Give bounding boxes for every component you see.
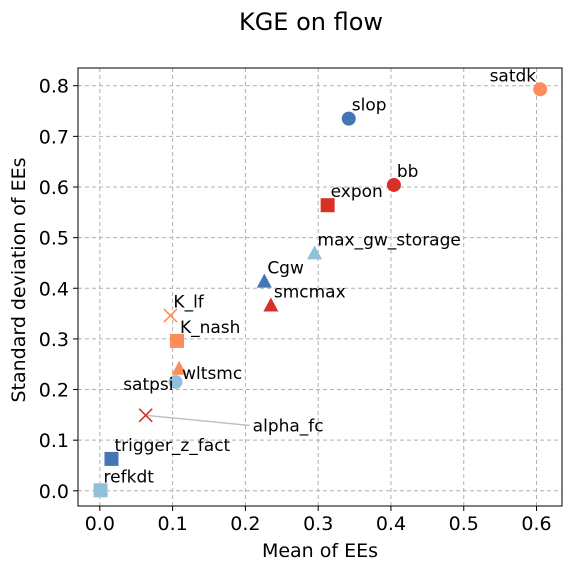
data-points bbox=[93, 82, 548, 498]
point-slop-label: slop bbox=[352, 96, 387, 116]
y-tick-label: 0.6 bbox=[39, 177, 69, 199]
point-max-gw-storage-label: max_gw_storage bbox=[318, 230, 461, 250]
point-slop bbox=[341, 111, 356, 126]
y-tick-label: 0.3 bbox=[39, 329, 69, 351]
point-k-lf bbox=[163, 308, 178, 323]
point-cgw bbox=[256, 273, 272, 288]
point-satpsi-label: satpsi bbox=[123, 375, 173, 395]
point-smcmax-label: smcmax bbox=[274, 282, 346, 302]
y-tick-label: 0.5 bbox=[39, 228, 69, 250]
point-wltsmc bbox=[171, 360, 187, 375]
point-trigger-z-fact-label: trigger_z_fact bbox=[114, 436, 230, 456]
x-axis-label: Mean of EEs bbox=[262, 540, 378, 562]
point-satdk bbox=[533, 82, 548, 97]
point-expon bbox=[320, 198, 335, 213]
x-tick-label: 0.1 bbox=[158, 513, 188, 535]
y-tick-label: 0.2 bbox=[39, 380, 69, 402]
chart-title: KGE on flow bbox=[239, 8, 383, 36]
point-k-nash-label: K_nash bbox=[180, 318, 240, 338]
point-trigger-z-fact bbox=[104, 451, 119, 466]
point-alpha-fc-label: alpha_fc bbox=[253, 416, 324, 436]
x-marker-stroke bbox=[138, 408, 153, 423]
grid bbox=[78, 68, 562, 506]
x-axis-ticks: 0.0 0.1 0.2 0.3 0.4 0.5 0.6 bbox=[85, 506, 552, 535]
point-satdk-label: satdk bbox=[490, 66, 537, 86]
point-k-lf-label: K_lf bbox=[173, 293, 204, 313]
point-refkdt bbox=[93, 483, 108, 498]
x-tick-label: 0.4 bbox=[376, 513, 406, 535]
point-bb-label: bb bbox=[397, 162, 419, 182]
x-tick-label: 0.3 bbox=[303, 513, 333, 535]
y-tick-label: 0.7 bbox=[39, 126, 69, 148]
y-tick-label: 0.1 bbox=[39, 430, 69, 452]
x-marker-stroke bbox=[163, 308, 178, 323]
point-cgw-label: Cgw bbox=[267, 259, 304, 279]
leader-line bbox=[145, 414, 250, 427]
x-tick-label: 0.0 bbox=[85, 513, 115, 535]
x-tick-label: 0.6 bbox=[521, 513, 551, 535]
point-expon-label: expon bbox=[331, 182, 383, 202]
plot-frame bbox=[77, 67, 563, 507]
point-k-nash bbox=[169, 333, 184, 348]
point-satpsi bbox=[168, 374, 183, 389]
y-tick-label: 0.8 bbox=[39, 76, 69, 98]
y-tick-label: 0.0 bbox=[39, 481, 69, 503]
point-alpha-fc bbox=[138, 408, 153, 423]
point-refkdt-label: refkdt bbox=[104, 467, 155, 487]
y-tick-label: 0.4 bbox=[39, 278, 69, 300]
y-axis-ticks: 0.0 0.1 0.2 0.3 0.4 0.5 0.6 0.7 0.8 bbox=[39, 76, 78, 503]
point-smcmax bbox=[263, 297, 279, 312]
y-axis-label: Standard deviation of EEs bbox=[8, 157, 30, 402]
point-wltsmc-label: wltsmc bbox=[182, 364, 242, 384]
x-tick-label: 0.5 bbox=[449, 513, 479, 535]
leader-lines bbox=[145, 414, 250, 427]
point-bb bbox=[386, 177, 401, 192]
point-max-gw-storage bbox=[307, 245, 323, 260]
x-tick-label: 0.2 bbox=[230, 513, 260, 535]
